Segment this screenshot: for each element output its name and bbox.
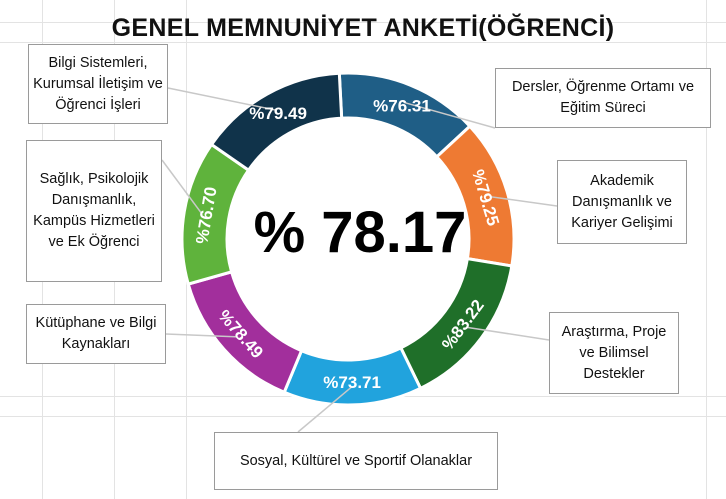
- sheet-gridline: [706, 0, 707, 499]
- chart-title: GENEL MEMNUNİYET ANKETİ(ÖĞRENCİ): [111, 14, 615, 42]
- callout-label-0: Dersler, Öğrenme Ortamı ve Eğitim Süreci: [495, 68, 711, 128]
- leader-line-0: [403, 101, 496, 129]
- sheet-gridline: [0, 22, 726, 23]
- sheet-gridline: [0, 42, 726, 43]
- callout-label-5: Sağlık, Psikolojik Danışmanlık, Kampüs H…: [26, 140, 162, 282]
- leader-line-2: [466, 326, 550, 341]
- leader-line-6: [167, 87, 277, 111]
- callout-label-3: Sosyal, Kültürel ve Sportif Olanaklar: [214, 432, 498, 490]
- leader-line-3: [297, 385, 353, 433]
- callout-label-4: Kütüphane ve Bilgi Kaynakları: [26, 304, 166, 364]
- leader-line-4: [165, 333, 238, 338]
- slice-value-label-6: %79.49: [249, 104, 307, 123]
- leader-line-5: [161, 159, 204, 216]
- callout-label-2: Araştırma, Proje ve Bilimsel Destekler: [549, 312, 679, 394]
- callout-label-1: Akademik Danışmanlık ve Kariyer Gelişimi: [557, 160, 687, 244]
- slice-value-label-3: %73.71: [323, 373, 381, 392]
- donut-slice-6: [209, 71, 344, 173]
- slice-value-label-0: %76.31: [373, 97, 431, 116]
- callout-label-6: Bilgi Sistemleri, Kurumsal İletişim ve Ö…: [28, 44, 168, 124]
- sheet-gridline: [0, 416, 726, 417]
- center-total-value: % 78.17: [253, 200, 467, 265]
- leader-line-1: [489, 195, 558, 207]
